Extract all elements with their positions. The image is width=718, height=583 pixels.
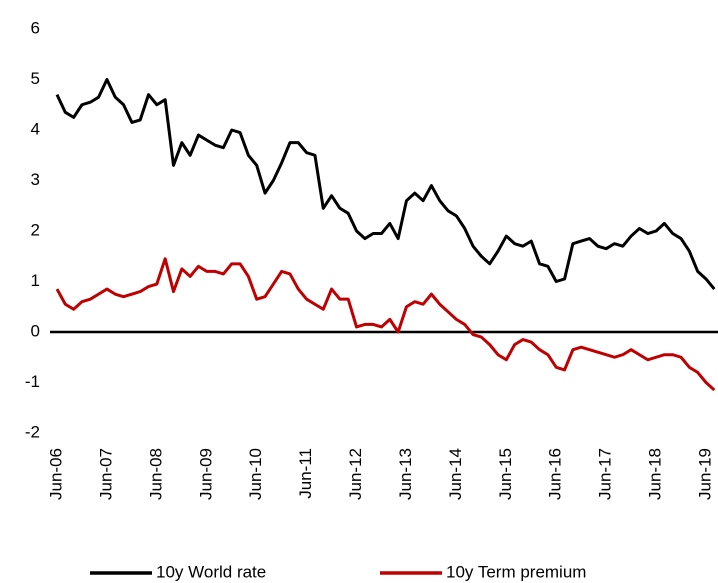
y-tick-label: 3 — [31, 170, 40, 189]
y-tick-label: 1 — [31, 271, 40, 290]
x-tick-label: Jun-14 — [446, 448, 465, 500]
x-tick-label: Jun-15 — [496, 448, 515, 500]
x-tick-label: Jun-13 — [396, 448, 415, 500]
x-tick-label: Jun-09 — [196, 448, 215, 500]
y-tick-label: 0 — [31, 321, 40, 340]
y-tick-label: -2 — [25, 422, 40, 441]
x-tick-label: Jun-07 — [96, 448, 115, 500]
x-tick-label: Jun-18 — [646, 448, 665, 500]
series-line — [55, 257, 716, 392]
x-tick-label: Jun-11 — [296, 448, 315, 499]
x-tick-label: Jun-12 — [346, 448, 365, 500]
y-tick-label: 4 — [31, 119, 40, 138]
y-tick-label: 2 — [31, 220, 40, 239]
legend-label: 10y Term premium — [446, 562, 586, 581]
x-tick-label: Jun-08 — [146, 448, 165, 500]
x-tick-label: Jun-16 — [546, 448, 565, 500]
y-tick-label: 6 — [31, 18, 40, 37]
series-line — [55, 78, 716, 291]
x-tick-label: Jun-10 — [246, 448, 265, 500]
x-tick-label: Jun-19 — [695, 448, 714, 500]
x-tick-label: Jun-17 — [596, 448, 615, 500]
y-tick-label: -1 — [25, 372, 40, 391]
y-tick-label: 5 — [31, 69, 40, 88]
legend-label: 10y World rate — [156, 562, 266, 581]
x-tick-label: Jun-06 — [46, 448, 65, 500]
